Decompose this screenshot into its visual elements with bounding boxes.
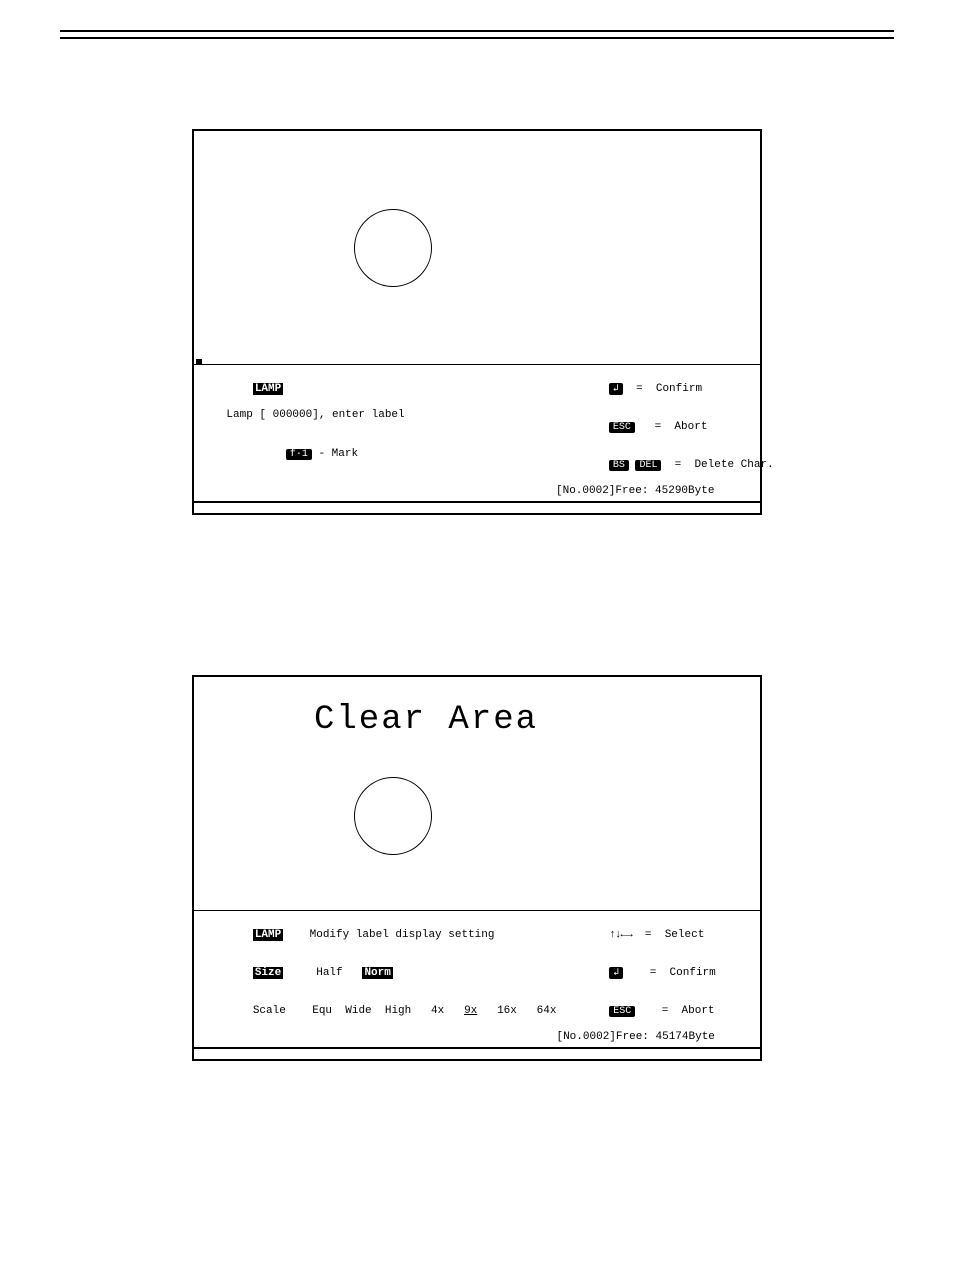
mark-label: - Mark [312,448,358,460]
size-tag: Size [253,967,283,979]
abort-label-2: = Abort [635,1005,714,1017]
header-rule-1 [60,30,894,34]
status-left-1: LAMP Lamp [ 000000], enter label f·1 - M… [198,371,556,499]
bottom-strip-1 [194,503,760,513]
esc-key-2[interactable]: ESC [609,1006,635,1017]
esc-key-1[interactable]: ESC [609,422,635,433]
select-label: = Select [632,929,705,941]
scale-label: Scale [253,1005,286,1017]
bs-key[interactable]: BS [609,460,629,471]
scale-options-left[interactable]: Equ Wide High 4x [286,1005,464,1017]
memory-footer-2: [No.0002]Free: 45174Byte [556,1031,756,1043]
size-half[interactable]: Half [283,967,362,979]
lamp-prompt: Lamp [ 000000], enter label [200,409,556,421]
confirm-label-1: = Confirm [623,383,702,395]
arrow-keys[interactable]: ↑↓←→ [609,929,631,941]
status-bar-2: LAMP Modify label display setting Size H… [194,911,760,1049]
abort-label-1: = Abort [635,421,708,433]
memory-footer-1: [No.0002]Free: 45290Byte [556,485,756,497]
lamp-circle-2 [354,777,432,855]
canvas-area-2: Clear Area [194,677,760,911]
screenshot-1: LAMP Lamp [ 000000], enter label f·1 - M… [192,129,762,515]
delete-char-label: = Delete Char. [661,459,773,471]
clear-area-title: Clear Area [314,701,538,739]
header-rule-2 [60,37,894,39]
status-right-2: ↑↓←→ = Select ↲ = Confirm ESC = Abort [N… [556,917,756,1045]
confirm-label-2: = Confirm [623,967,715,979]
modify-label: Modify label display setting [283,929,494,941]
f1-key[interactable]: f·1 [286,449,312,460]
status-bar-1: LAMP Lamp [ 000000], enter label f·1 - M… [194,365,760,503]
lamp-circle-1 [354,209,432,287]
status-right-1: ↲ = Confirm ESC = Abort BS DEL = Delete … [556,371,756,499]
bottom-strip-2 [194,1049,760,1059]
lamp-tag: LAMP [253,383,283,395]
enter-key-2[interactable]: ↲ [609,967,623,979]
screenshot-2: Clear Area LAMP Modify label display set… [192,675,762,1061]
scale-9x-selected[interactable]: 9x [464,1005,477,1017]
del-key[interactable]: DEL [635,460,661,471]
enter-key-1[interactable]: ↲ [609,383,623,395]
scale-options-right[interactable]: 16x 64x [477,1005,556,1017]
status-left-2: LAMP Modify label display setting Size H… [198,917,556,1045]
lamp-tag-2: LAMP [253,929,283,941]
size-norm-selected[interactable]: Norm [362,967,392,979]
cursor-mark [196,359,202,365]
canvas-area-1 [194,131,760,365]
